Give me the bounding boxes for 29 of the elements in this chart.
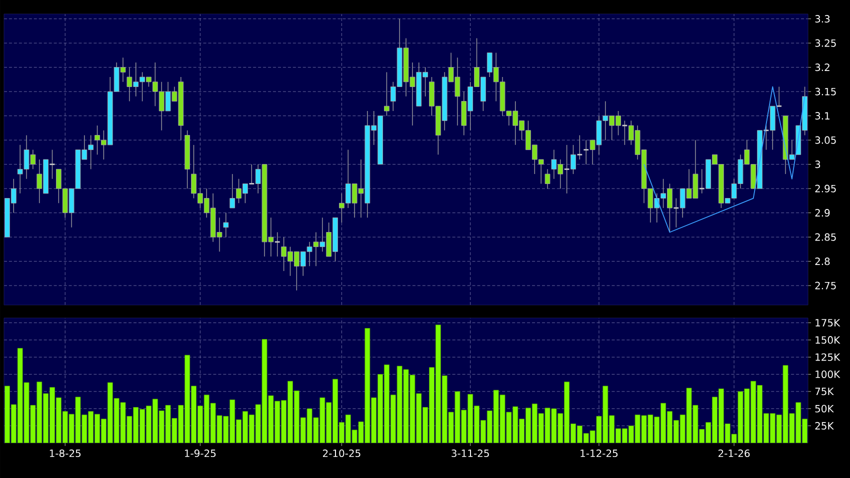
y-tick-label: 2.95 xyxy=(815,184,836,192)
x-tick-label: 1-9-25 xyxy=(185,449,216,458)
y-tick-label: 2.9 xyxy=(815,209,830,217)
x-tick-label: 1-12-25 xyxy=(580,449,618,458)
y-tick-label: 3.15 xyxy=(815,88,836,96)
candlestick xyxy=(570,144,576,174)
y-tick-label: 75K xyxy=(815,388,834,396)
y-tick-label: 125K xyxy=(816,353,840,361)
x-tick-label: 2-1-26 xyxy=(718,449,750,458)
y-tick-label: 25K xyxy=(815,422,834,430)
y-tick-label: 3.25 xyxy=(815,39,836,47)
y-tick-label: 150K xyxy=(816,336,840,344)
y-tick-label: 50K xyxy=(815,404,834,412)
y-tick-label: 2.85 xyxy=(815,233,836,241)
x-tick-label: 3-11-25 xyxy=(452,449,489,458)
y-tick-label: 100K xyxy=(816,370,840,378)
y-tick-label: 175K xyxy=(816,319,840,326)
y-tick-label: 3.05 xyxy=(815,136,836,144)
candlestick xyxy=(544,168,550,189)
candlestick xyxy=(223,212,229,238)
candlestick xyxy=(384,72,390,116)
y-tick-label: 3 xyxy=(815,160,820,168)
y-tick-label: 3.3 xyxy=(815,15,830,23)
x-tick-label: 2-10-25 xyxy=(322,449,360,458)
y-tick-label: 2.75 xyxy=(815,282,836,290)
y-tick-label: 2.8 xyxy=(815,258,830,266)
y-tick-label: 3.1 xyxy=(815,112,830,120)
y-tick-label: 3.2 xyxy=(815,64,830,72)
x-tick-label: 1-8-25 xyxy=(50,449,81,458)
